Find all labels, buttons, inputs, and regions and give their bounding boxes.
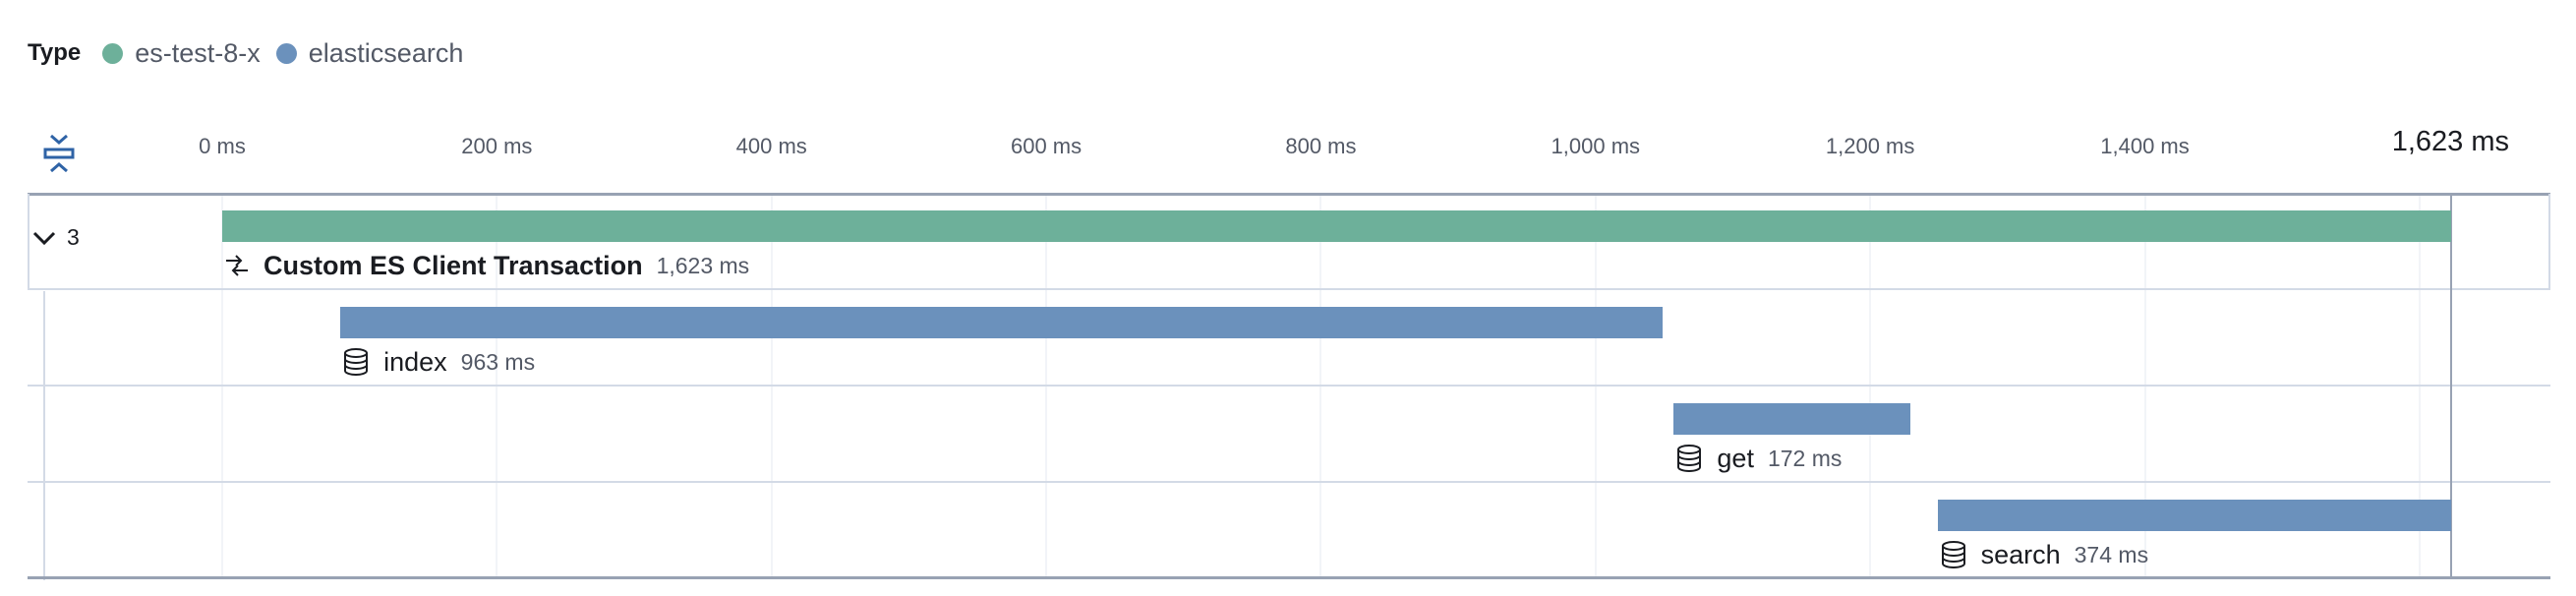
axis-tick-label: 0 ms <box>199 134 246 158</box>
axis-tick-label: 400 ms <box>735 134 807 158</box>
legend-dot <box>102 42 124 64</box>
axis-tick-label: 600 ms <box>1010 134 1083 158</box>
root-toggle-button[interactable]: 3 <box>31 224 80 251</box>
type-legend: Type es-test-8-x elasticsearch <box>28 33 479 73</box>
tree-indent-line <box>43 291 45 580</box>
axis-end-label: 1,623 ms <box>2391 126 2509 157</box>
legend-item-es-test-8-x: es-test-8-x <box>102 38 261 69</box>
child-count: 3 <box>67 224 80 250</box>
chevron-down-icon <box>32 231 56 245</box>
gridline <box>1594 194 1597 579</box>
waterfall-item-label[interactable]: index 963 ms <box>342 344 535 380</box>
gridline <box>770 194 773 579</box>
legend-dot <box>275 42 297 64</box>
waterfall-bar-search[interactable] <box>1937 500 2451 531</box>
gridline <box>1045 194 1048 579</box>
database-icon <box>342 347 370 377</box>
item-duration: 1,623 ms <box>656 252 750 278</box>
axis-tick-label: 200 ms <box>461 134 533 158</box>
gridline <box>1869 194 1872 579</box>
legend-title: Type <box>28 39 82 66</box>
waterfall-row <box>28 290 2550 387</box>
item-duration: 963 ms <box>460 348 536 375</box>
end-marker-line <box>2450 194 2452 579</box>
legend-label: es-test-8-x <box>135 37 261 68</box>
waterfall-bar-index[interactable] <box>340 307 1664 338</box>
axis-tick-label: 1,000 ms <box>1551 134 1641 158</box>
axis-tick-label: 800 ms <box>1285 134 1357 158</box>
gridline <box>2143 194 2146 579</box>
waterfall-row-root <box>28 194 2550 290</box>
item-name: Custom ES Client Transaction <box>263 250 643 280</box>
waterfall-row <box>28 387 2550 483</box>
gridline <box>496 194 498 579</box>
collapse-all-icon <box>43 134 75 173</box>
database-icon <box>1675 444 1703 473</box>
axis-divider <box>28 193 2550 196</box>
waterfall-item-label[interactable]: search 374 ms <box>1940 537 2148 572</box>
gridline <box>2418 194 2421 579</box>
gridline <box>221 194 223 579</box>
database-icon <box>1940 540 1967 569</box>
waterfall-row <box>28 483 2550 579</box>
waterfall-item-label[interactable]: get 172 ms <box>1675 441 1842 476</box>
legend-label: elasticsearch <box>308 37 464 68</box>
waterfall-item-label[interactable]: Custom ES Client Transaction 1,623 ms <box>224 248 749 283</box>
axis-tick-label: 1,400 ms <box>2100 134 2190 158</box>
item-duration: 374 ms <box>2074 541 2149 567</box>
item-name: get <box>1717 443 1754 473</box>
item-duration: 172 ms <box>1767 445 1843 471</box>
transaction-icon <box>224 253 250 278</box>
item-name: index <box>383 346 447 377</box>
legend-item-elasticsearch: elasticsearch <box>275 37 464 69</box>
gridline <box>1319 194 1322 579</box>
axis-bottom-divider <box>28 576 2550 579</box>
axis-tick-label: 1,200 ms <box>1825 134 1915 158</box>
waterfall-bar-get[interactable] <box>1673 403 1910 435</box>
collapse-all-button[interactable] <box>41 132 77 175</box>
waterfall-bar-custom-es-client-transaction[interactable] <box>222 210 2451 242</box>
item-name: search <box>1980 539 2061 569</box>
